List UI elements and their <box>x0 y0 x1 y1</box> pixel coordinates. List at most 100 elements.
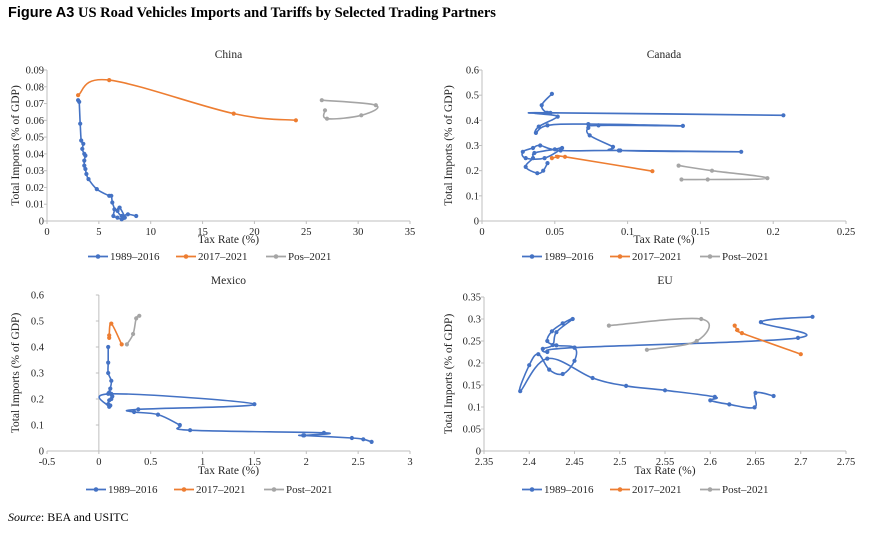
legend-item: Pos–2021 <box>266 251 331 263</box>
data-point <box>82 151 87 156</box>
legend: 1989–2016 2017–2021 Pos–2021 <box>88 251 331 263</box>
x-tick-label: 2.75 <box>837 457 855 468</box>
series-1 <box>520 91 786 176</box>
x-tick-label: 1 <box>200 457 205 468</box>
y-tick-label: 0.07 <box>26 99 44 110</box>
x-tick-label: 0.15 <box>691 227 709 238</box>
data-point <box>662 388 668 393</box>
figure-title-text: US Road Vehicles Imports and Tariffs by … <box>77 5 496 21</box>
chart-title: China <box>215 49 242 61</box>
series-1 <box>98 344 374 444</box>
y-axis-label: Total Imports (% of GDP) <box>10 85 22 206</box>
chart-canada: Canada 0 0.05 0.1 0.15 0.2 0.25 0 0.1 0.2 0.3 0.4 0.… <box>443 49 855 263</box>
data-point <box>709 168 715 173</box>
data-point <box>545 349 550 355</box>
series-line <box>608 317 711 351</box>
data-point <box>606 323 612 328</box>
data-point <box>545 110 550 115</box>
x-tick-label: 0.05 <box>546 227 564 238</box>
x-tick-label: 2.4 <box>523 457 537 468</box>
legend-marker <box>271 487 277 492</box>
data-point <box>542 156 547 161</box>
data-point <box>545 161 550 166</box>
data-point <box>541 168 546 173</box>
data-point <box>115 208 120 213</box>
legend-marker <box>183 254 189 259</box>
series-3 <box>606 316 711 352</box>
y-tick-label: 0 <box>39 447 44 458</box>
x-tick-label: 25 <box>301 227 312 238</box>
x-tick-label: 10 <box>145 227 156 238</box>
y-tick-label: 0.1 <box>468 403 481 414</box>
data-point <box>560 371 565 377</box>
data-point <box>739 331 745 336</box>
x-tick-label: 2.45 <box>565 457 583 468</box>
data-point <box>321 430 326 435</box>
series-line <box>77 98 137 221</box>
data-point <box>545 338 550 344</box>
data-point <box>739 149 744 154</box>
data-point <box>727 402 732 407</box>
data-point <box>231 111 236 116</box>
data-point <box>624 383 629 388</box>
data-point <box>125 212 130 217</box>
data-point <box>810 314 815 319</box>
x-tick-label: -0.5 <box>39 457 56 468</box>
data-point <box>555 154 560 159</box>
data-point <box>765 176 770 181</box>
data-point <box>753 390 758 395</box>
x-tick-label: 2.65 <box>746 457 764 468</box>
series-line <box>521 93 785 175</box>
data-point <box>81 141 86 146</box>
chart-title: Mexico <box>211 275 246 287</box>
legend-item: 2017–2021 <box>610 251 682 263</box>
data-point <box>552 147 557 152</box>
data-point <box>560 145 565 151</box>
data-point <box>108 386 113 391</box>
data-point <box>549 156 555 161</box>
data-point <box>530 156 536 161</box>
x-tick-label: 0.5 <box>144 457 157 468</box>
x-tick-label: 0.1 <box>621 227 634 238</box>
data-point <box>798 352 803 357</box>
legend-label: 1989–2016 <box>544 484 594 496</box>
data-point <box>550 342 555 348</box>
y-tick-label: 0.2 <box>31 395 44 406</box>
data-point <box>539 103 544 108</box>
x-axis-label: Tax Rate (%) <box>633 234 694 246</box>
series-line <box>98 347 372 443</box>
x-axis-label: Tax Rate (%) <box>634 465 695 477</box>
legend-marker <box>273 254 279 259</box>
y-tick-label: 0.25 <box>463 337 481 348</box>
chart-mexico: Mexico-0.5 0 0.5 1 1.5 2 2.5 300.10.20.30.40.50… <box>10 275 413 496</box>
data-point <box>523 156 528 161</box>
data-point <box>117 205 122 210</box>
legend: 1989–2016 2017–2021 Post–2021 <box>522 484 768 496</box>
legend-marker <box>707 487 713 492</box>
data-point <box>555 114 560 119</box>
legend-label: Post–2021 <box>286 484 332 496</box>
x-tick-label: 0.2 <box>767 227 780 238</box>
series-line <box>518 316 813 409</box>
legend-item: 1989–2016 <box>88 251 160 263</box>
data-point <box>76 93 81 98</box>
data-point <box>535 171 540 176</box>
x-tick-label: 2.7 <box>794 457 807 468</box>
x-tick-label: 3 <box>407 457 412 468</box>
x-tick-label: 0 <box>44 227 49 238</box>
data-point <box>83 166 88 172</box>
y-tick-label: 0.35 <box>463 293 481 304</box>
y-tick-label: 0.5 <box>31 317 44 328</box>
data-point <box>562 154 568 159</box>
series-3 <box>676 163 770 182</box>
y-tick-label: 0.04 <box>26 149 45 160</box>
data-point <box>771 393 776 399</box>
data-point <box>82 163 87 168</box>
legend-marker <box>617 487 623 492</box>
data-point <box>106 360 111 365</box>
y-tick-label: 0.5 <box>466 91 479 102</box>
data-point <box>107 193 112 198</box>
chart-china: China 0 5 10 15 20 25 30 35 0 0.01 0.02 0.03 0.04 0.05… <box>10 49 415 263</box>
data-point <box>679 177 684 182</box>
data-point <box>84 171 89 177</box>
